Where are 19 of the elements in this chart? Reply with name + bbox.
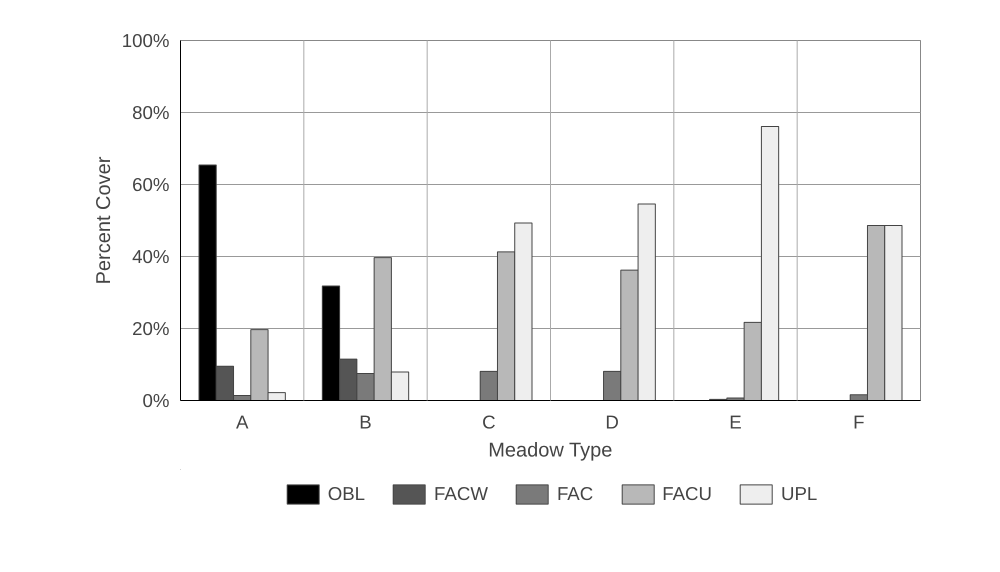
legend-label: UPL — [781, 483, 818, 505]
y-axis-title: Percent Cover — [92, 156, 115, 284]
y-tick-label: 40% — [132, 246, 170, 267]
legend-label: OBL — [328, 483, 366, 505]
y-tick-label: 100% — [122, 30, 170, 51]
x-tick-label: A — [236, 412, 249, 432]
x-tick-label: F — [853, 412, 865, 432]
y-tick-label: 80% — [132, 102, 170, 123]
legend-label: FACU — [662, 483, 712, 505]
x-tick-label: B — [359, 412, 372, 432]
x-tick-label: E — [729, 412, 742, 432]
y-tick-label: 60% — [132, 174, 170, 195]
y-tick-label: 20% — [132, 318, 170, 339]
x-axis-title: Meadow Type — [488, 440, 612, 462]
x-tick-label: D — [605, 412, 619, 432]
legend-label: FAC — [556, 483, 594, 505]
y-tick-label: 0% — [142, 390, 170, 411]
legend-label: FACW — [434, 483, 488, 505]
x-tick-label: C — [482, 412, 496, 432]
